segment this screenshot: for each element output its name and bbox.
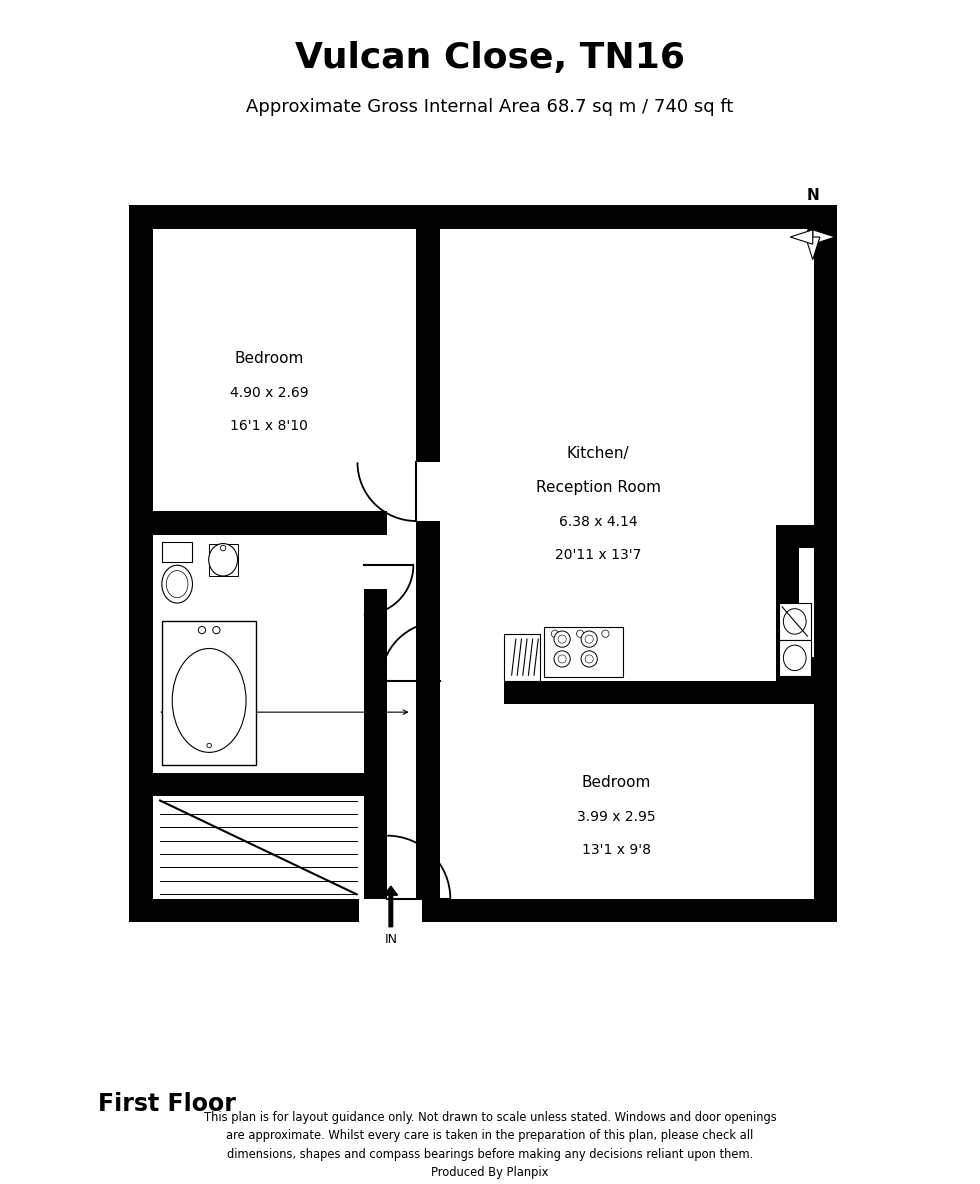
Text: This plan is for layout guidance only. Not drawn to scale unless stated. Windows: This plan is for layout guidance only. N…	[204, 1111, 776, 1179]
Text: IN: IN	[384, 933, 397, 946]
Circle shape	[581, 651, 597, 667]
Text: Reception Room: Reception Room	[536, 481, 661, 495]
Circle shape	[552, 630, 559, 637]
Bar	[416, 681, 439, 704]
Ellipse shape	[783, 645, 807, 670]
Text: 20'11 x 13'7: 20'11 x 13'7	[555, 548, 641, 562]
Text: 4.90 x 2.69: 4.90 x 2.69	[229, 386, 309, 400]
Bar	[153, 772, 364, 796]
Bar	[162, 622, 257, 765]
Bar	[360, 899, 422, 922]
Circle shape	[554, 651, 570, 667]
Bar	[416, 521, 439, 899]
Bar	[364, 796, 387, 899]
Circle shape	[558, 655, 566, 663]
Polygon shape	[812, 230, 835, 244]
Ellipse shape	[167, 571, 188, 598]
Bar	[153, 511, 364, 534]
Ellipse shape	[209, 543, 237, 575]
Text: 13'1 x 9'8: 13'1 x 9'8	[582, 843, 651, 857]
Text: 6.38 x 4.14: 6.38 x 4.14	[559, 515, 638, 529]
Text: Vulcan Close, TN16: Vulcan Close, TN16	[295, 41, 685, 76]
Bar	[776, 657, 813, 681]
Bar	[209, 543, 237, 575]
Circle shape	[576, 630, 584, 637]
Circle shape	[220, 546, 225, 551]
Text: Kitchen/: Kitchen/	[566, 446, 629, 461]
Bar	[129, 899, 837, 922]
Ellipse shape	[783, 609, 807, 635]
Circle shape	[213, 626, 220, 633]
Bar	[776, 548, 800, 681]
Text: N: N	[807, 188, 819, 202]
Circle shape	[207, 744, 212, 748]
Bar	[776, 525, 813, 548]
Circle shape	[585, 635, 593, 643]
Polygon shape	[806, 237, 820, 259]
Bar	[813, 206, 837, 922]
Text: First Floor: First Floor	[98, 1092, 235, 1115]
Bar	[505, 633, 540, 681]
Text: 16'1 x 8'10: 16'1 x 8'10	[230, 419, 308, 433]
Bar	[778, 639, 811, 676]
FancyArrow shape	[384, 886, 398, 927]
Text: 3.99 x 2.95: 3.99 x 2.95	[577, 810, 656, 824]
Polygon shape	[806, 214, 820, 237]
Circle shape	[581, 631, 597, 648]
Circle shape	[585, 655, 593, 663]
Text: Bedroom: Bedroom	[581, 776, 651, 790]
Polygon shape	[790, 230, 812, 244]
Bar	[544, 628, 623, 677]
Circle shape	[602, 630, 609, 637]
Bar	[162, 542, 192, 561]
Text: Bedroom: Bedroom	[234, 352, 304, 366]
Bar	[364, 588, 387, 796]
Ellipse shape	[162, 565, 192, 603]
Ellipse shape	[172, 649, 246, 752]
Bar	[129, 206, 153, 922]
Circle shape	[554, 631, 570, 648]
Circle shape	[558, 635, 566, 643]
Bar	[416, 229, 439, 463]
Bar	[778, 603, 811, 639]
Text: Approximate Gross Internal Area 68.7 sq m / 740 sq ft: Approximate Gross Internal Area 68.7 sq …	[246, 98, 734, 116]
Bar	[364, 511, 387, 534]
Bar	[129, 206, 837, 229]
Bar	[505, 681, 813, 704]
Circle shape	[198, 626, 206, 633]
